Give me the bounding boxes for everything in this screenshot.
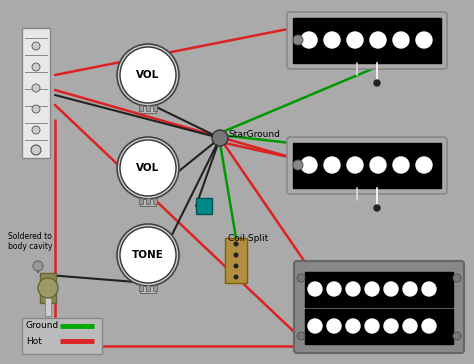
- Circle shape: [32, 63, 40, 71]
- Circle shape: [422, 319, 436, 333]
- Circle shape: [393, 32, 409, 48]
- Bar: [146, 105, 150, 111]
- Bar: [22, 318, 102, 354]
- Circle shape: [33, 261, 43, 271]
- Bar: [45, 298, 51, 316]
- Circle shape: [32, 105, 40, 113]
- Circle shape: [384, 282, 398, 296]
- Circle shape: [370, 32, 386, 48]
- Bar: [196, 198, 212, 214]
- Circle shape: [293, 160, 303, 170]
- Circle shape: [234, 253, 238, 257]
- Circle shape: [416, 157, 432, 173]
- Circle shape: [308, 282, 322, 296]
- Circle shape: [212, 130, 228, 146]
- Circle shape: [393, 157, 409, 173]
- Circle shape: [234, 241, 238, 246]
- Circle shape: [347, 32, 363, 48]
- Circle shape: [32, 84, 40, 92]
- Circle shape: [32, 42, 40, 50]
- Circle shape: [327, 319, 341, 333]
- Circle shape: [453, 274, 461, 282]
- Circle shape: [293, 35, 303, 45]
- Circle shape: [234, 274, 238, 280]
- Circle shape: [403, 319, 417, 333]
- Bar: [140, 281, 156, 293]
- Circle shape: [324, 32, 340, 48]
- Circle shape: [347, 157, 363, 173]
- Text: TONE: TONE: [132, 250, 164, 260]
- Text: StarGround: StarGround: [228, 130, 280, 139]
- Circle shape: [31, 145, 41, 155]
- Circle shape: [453, 332, 461, 340]
- Circle shape: [38, 278, 58, 298]
- Bar: [140, 101, 156, 113]
- FancyBboxPatch shape: [287, 137, 447, 194]
- Bar: [153, 285, 157, 291]
- Circle shape: [120, 140, 176, 196]
- Bar: [139, 285, 143, 291]
- Text: Hot: Hot: [26, 336, 42, 345]
- Circle shape: [416, 32, 432, 48]
- Bar: [139, 105, 143, 111]
- Circle shape: [403, 282, 417, 296]
- Text: VOL: VOL: [137, 163, 160, 173]
- Circle shape: [117, 137, 179, 199]
- Bar: [146, 285, 150, 291]
- Circle shape: [117, 44, 179, 106]
- Circle shape: [120, 47, 176, 103]
- Circle shape: [374, 80, 380, 86]
- FancyBboxPatch shape: [294, 261, 464, 353]
- Circle shape: [301, 32, 317, 48]
- Circle shape: [120, 227, 176, 283]
- Circle shape: [117, 224, 179, 286]
- Circle shape: [234, 264, 238, 269]
- Bar: [40, 273, 56, 303]
- Circle shape: [324, 157, 340, 173]
- Circle shape: [365, 319, 379, 333]
- Bar: [305, 309, 453, 344]
- Bar: [305, 272, 453, 307]
- Circle shape: [297, 274, 305, 282]
- Bar: [139, 198, 143, 204]
- Bar: [225, 238, 247, 283]
- Bar: [153, 105, 157, 111]
- Circle shape: [346, 282, 360, 296]
- Circle shape: [374, 205, 380, 211]
- Text: Ground: Ground: [26, 321, 59, 331]
- Text: Coil Split: Coil Split: [228, 234, 268, 243]
- Bar: [22, 28, 50, 158]
- Circle shape: [384, 319, 398, 333]
- FancyBboxPatch shape: [287, 12, 447, 69]
- Circle shape: [308, 319, 322, 333]
- Bar: [293, 18, 441, 63]
- Bar: [146, 198, 150, 204]
- Bar: [140, 194, 156, 206]
- Circle shape: [422, 282, 436, 296]
- Text: VOL: VOL: [137, 70, 160, 80]
- Circle shape: [346, 319, 360, 333]
- Circle shape: [370, 157, 386, 173]
- Bar: [293, 143, 441, 188]
- Text: Soldered to
body cavity: Soldered to body cavity: [8, 232, 53, 252]
- Bar: [153, 198, 157, 204]
- Circle shape: [301, 157, 317, 173]
- Circle shape: [297, 332, 305, 340]
- Circle shape: [327, 282, 341, 296]
- Circle shape: [365, 282, 379, 296]
- Circle shape: [32, 126, 40, 134]
